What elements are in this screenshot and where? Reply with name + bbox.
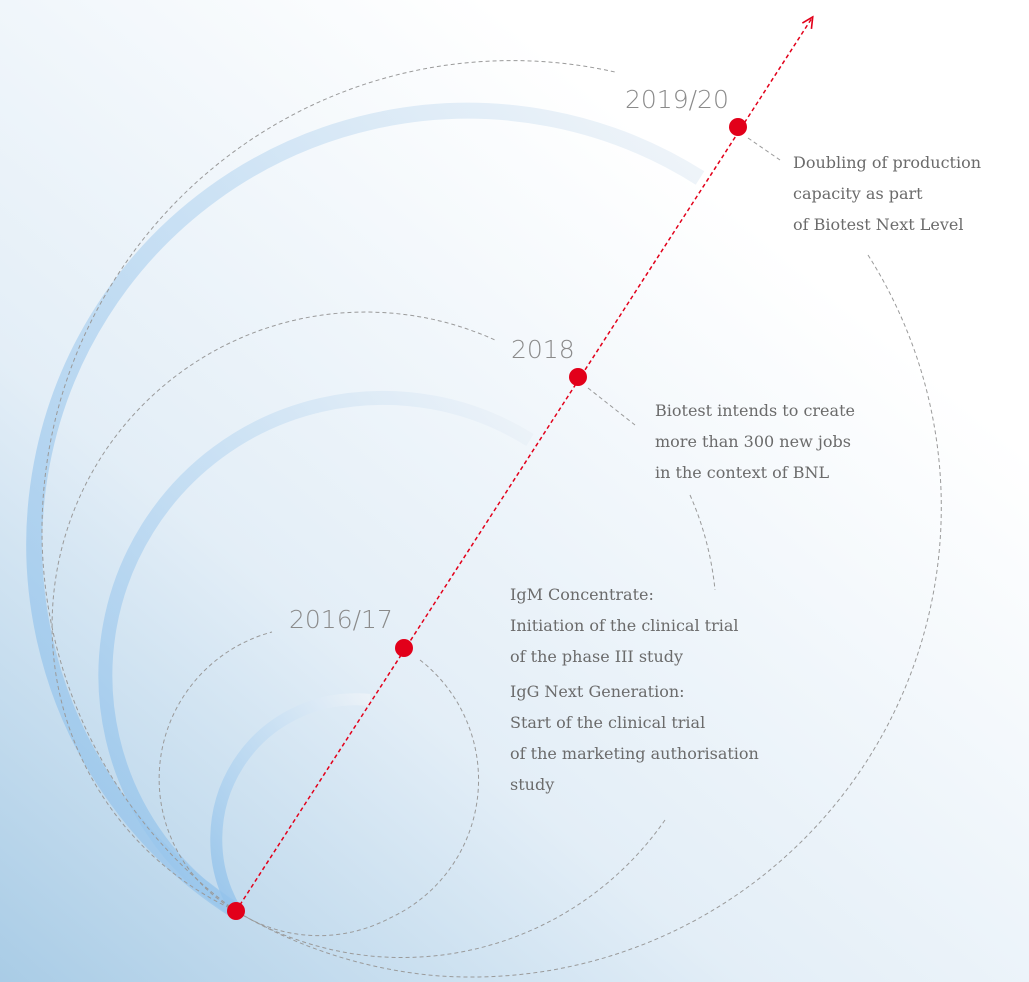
milestone-note: IgG Next Generation: [510,682,685,701]
blue-arc [98,390,534,917]
milestone-note: of the marketing authorisation [510,744,759,763]
milestone-dot [729,118,747,136]
milestone-year: 2018 [511,335,575,364]
milestone-note: study [510,775,554,794]
milestone-year: 2019/20 [625,85,729,114]
milestone-note: Start of the clinical trial [510,713,705,732]
dashed-arc [689,494,716,591]
milestone-note: Initiation of the clinical trial [510,616,739,635]
dashed-arc [51,311,496,912]
dashed-arc [235,659,480,937]
milestone-note: more than 300 new jobs [655,432,851,451]
milestone-note: capacity as part [793,184,923,203]
milestone-note: of the phase III study [510,647,683,666]
connector [587,387,636,426]
timeline-axis [235,18,812,912]
milestone-note: Biotest intends to create [655,401,855,420]
milestone-note: IgM Concentrate: [510,585,654,604]
dashed-arc [235,819,666,959]
milestone-dot [569,368,587,386]
start-dot [227,902,245,920]
milestone-dot [395,639,413,657]
blue-arc [210,693,371,915]
milestone-year: 2016/17 [289,605,393,634]
milestone-note: Doubling of production [793,153,981,172]
blue-arc [26,102,705,918]
milestone-note: in the context of BNL [655,463,830,482]
milestone-note: of Biotest Next Level [793,215,964,234]
